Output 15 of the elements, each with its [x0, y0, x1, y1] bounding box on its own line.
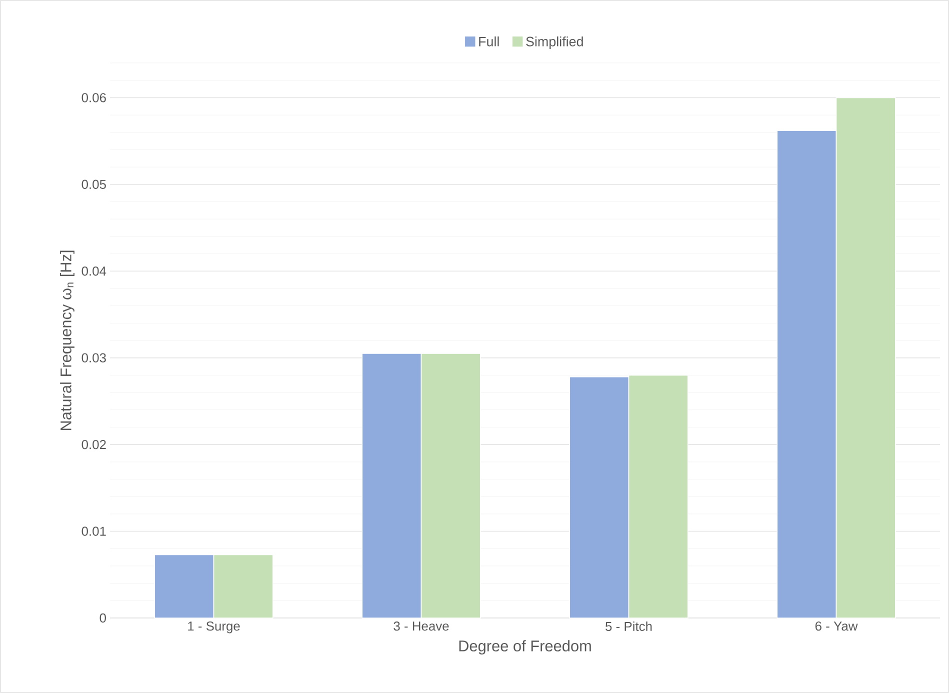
y-tick-label: 0.05	[82, 180, 106, 189]
y-tick-label: 0.03	[82, 353, 106, 362]
y-tick-label: 0.02	[82, 440, 106, 450]
x-tick-label: 1 - Surge	[188, 622, 240, 634]
x-tick-label: 5 - Pitch	[606, 622, 652, 632]
y-tick-label: 0.06	[82, 93, 106, 102]
x-tick-label: 6 - Yaw	[815, 622, 858, 631]
y-tick-label: 0	[100, 613, 106, 623]
legend-label: Full	[479, 36, 499, 46]
x-axis-title: Degree of Freedom	[459, 640, 591, 654]
y-tick-label: 0.01	[82, 526, 106, 536]
legend-label: Simplified	[526, 36, 583, 49]
x-tick-label: 3 - Heave	[394, 622, 449, 631]
y-tick-label: 0.04	[82, 266, 106, 276]
y-axis-title: Natural Frequency ω$_{n}$ [Hz]	[60, 250, 74, 430]
